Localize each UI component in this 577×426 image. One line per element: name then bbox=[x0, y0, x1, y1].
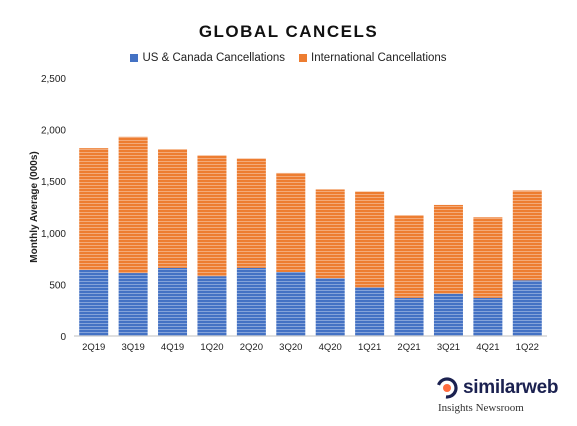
chart-title: GLOBAL CANCELS bbox=[198, 22, 379, 41]
bar-segment-us-canada bbox=[118, 273, 148, 336]
bar-segment-international bbox=[118, 136, 148, 274]
brand-subtitle: Insights Newsroom bbox=[438, 402, 524, 414]
x-tick-label: 4Q20 bbox=[319, 342, 342, 353]
legend-label-international: International Cancellations bbox=[311, 52, 447, 64]
bar-segment-international bbox=[79, 148, 109, 270]
x-tick-label: 1Q21 bbox=[358, 342, 381, 353]
legend-item-international: International Cancellations bbox=[299, 52, 447, 64]
chart-legend: US & Canada Cancellations International … bbox=[0, 52, 577, 64]
x-tick-label: 2Q20 bbox=[240, 342, 263, 353]
bar-segment-international bbox=[315, 189, 345, 279]
bar-segment-international bbox=[355, 191, 385, 288]
bar-segment-international bbox=[512, 190, 542, 281]
x-tick-label: 3Q21 bbox=[437, 342, 460, 353]
bar-segment-us-canada bbox=[158, 267, 188, 336]
bar-segment-us-canada bbox=[512, 280, 542, 336]
x-tick-label: 3Q19 bbox=[122, 342, 145, 353]
x-tick-label: 3Q20 bbox=[279, 342, 302, 353]
x-tick-label: 1Q22 bbox=[516, 342, 539, 353]
bar-segment-us-canada bbox=[473, 297, 503, 336]
bar-segment-international bbox=[473, 217, 503, 298]
y-tick-label: 0 bbox=[60, 332, 66, 343]
y-tick-label: 1,000 bbox=[41, 229, 66, 240]
y-tick-label: 2,000 bbox=[41, 126, 66, 137]
bar-segment-us-canada bbox=[236, 267, 266, 336]
legend-swatch-international bbox=[299, 54, 308, 62]
bar-segment-us-canada bbox=[433, 293, 463, 336]
y-tick-label: 1,500 bbox=[41, 177, 66, 188]
legend-label-us-canada: US & Canada Cancellations bbox=[142, 52, 286, 64]
bar-segment-us-canada bbox=[197, 276, 227, 336]
bar-segment-us-canada bbox=[315, 278, 345, 336]
similarweb-logo-icon bbox=[436, 377, 458, 399]
bar-segment-us-canada bbox=[276, 272, 306, 336]
y-tick-label: 2,500 bbox=[41, 74, 66, 85]
brand-row: similarweb bbox=[436, 377, 566, 399]
x-tick-label: 2Q19 bbox=[82, 342, 105, 353]
y-tick-label: 500 bbox=[49, 280, 66, 291]
y-axis-label: Monthly Average (000s) bbox=[29, 151, 40, 263]
brand-name: similarweb bbox=[463, 377, 559, 398]
x-tick-label: 4Q19 bbox=[161, 342, 184, 353]
bar-segment-us-canada bbox=[394, 297, 424, 336]
x-tick-label: 4Q21 bbox=[476, 342, 499, 353]
bar-segment-international bbox=[433, 204, 463, 294]
bar-segment-international bbox=[158, 149, 188, 268]
brand-block: similarweb Insights Newsroom bbox=[436, 377, 566, 414]
bar-segment-us-canada bbox=[79, 269, 109, 336]
bar-segment-international bbox=[394, 215, 424, 298]
x-tick-label: 1Q20 bbox=[200, 342, 223, 353]
x-tick-label: 2Q21 bbox=[397, 342, 420, 353]
bar-segment-us-canada bbox=[355, 287, 385, 336]
bar-segment-international bbox=[236, 158, 266, 268]
legend-item-us-canada: US & Canada Cancellations bbox=[130, 52, 285, 64]
bar-segment-international bbox=[197, 155, 227, 277]
legend-swatch-us-canada bbox=[130, 54, 139, 62]
bar-segment-international bbox=[276, 172, 306, 273]
